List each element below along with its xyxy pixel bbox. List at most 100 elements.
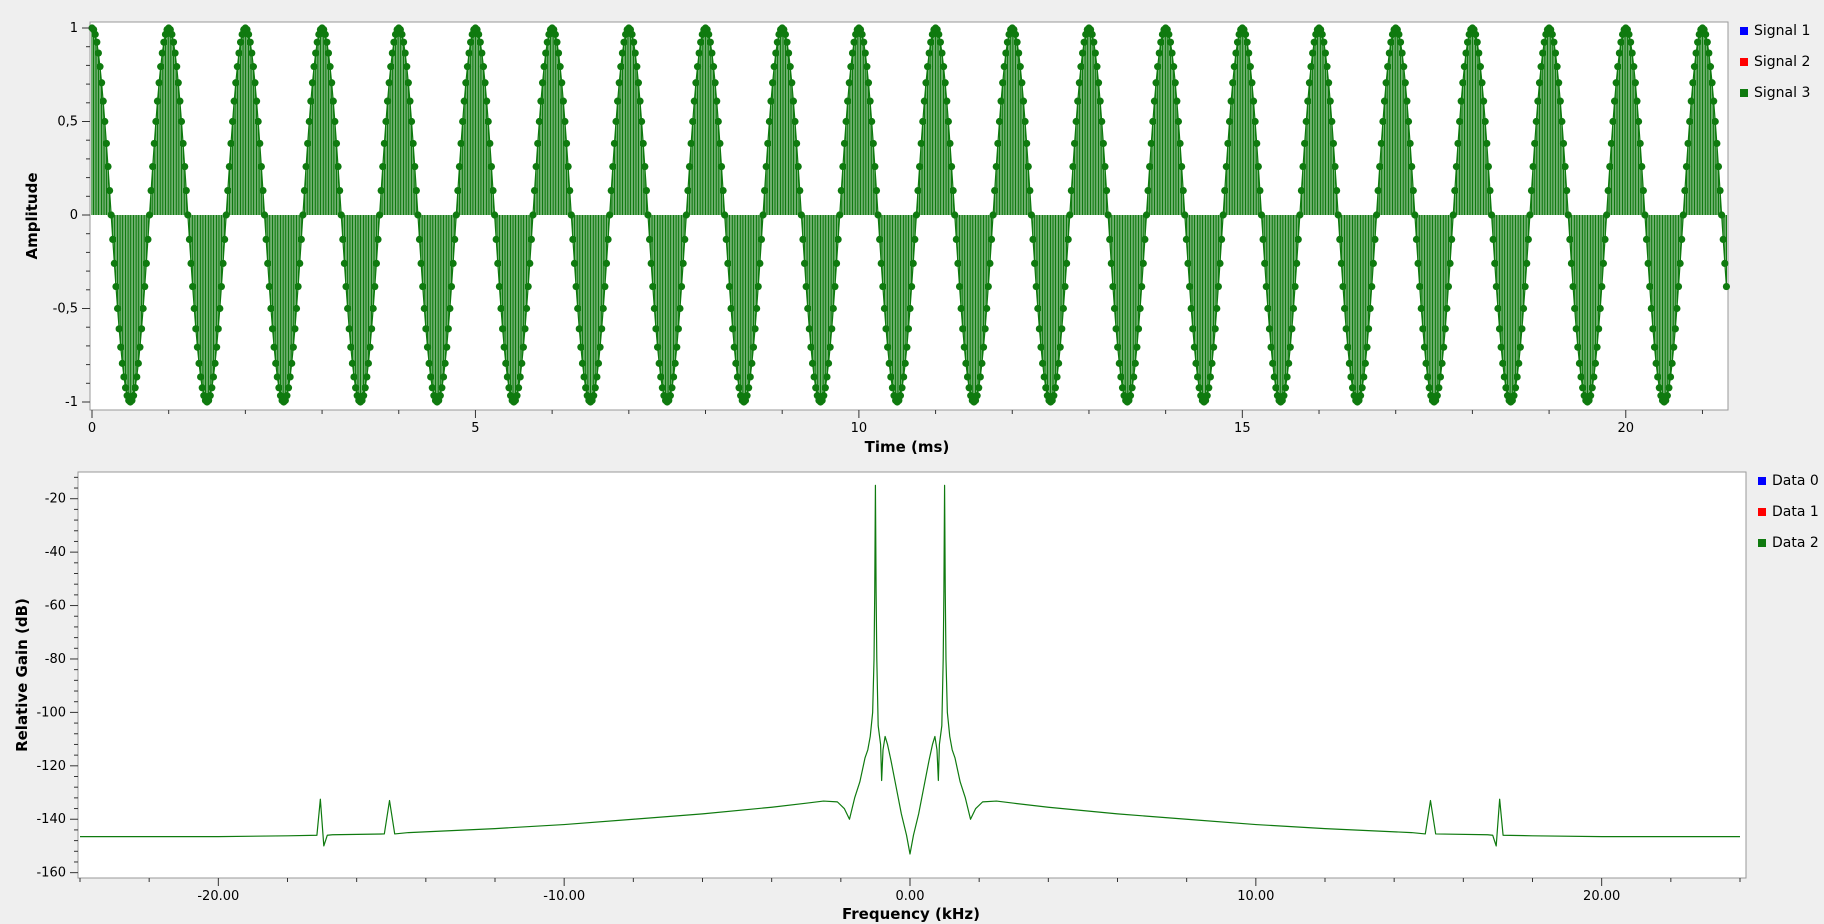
sample-point	[784, 49, 793, 57]
sample-point	[385, 79, 393, 87]
sample-point	[1599, 259, 1608, 267]
sample-point	[192, 325, 200, 333]
sample-point	[1256, 186, 1264, 195]
sample-point	[352, 384, 360, 392]
sample-point	[187, 259, 195, 267]
sample-point	[129, 392, 138, 400]
sample-point	[443, 343, 451, 351]
sample-point	[524, 282, 532, 291]
sample-point	[1663, 392, 1671, 400]
sample-point	[858, 30, 866, 38]
sample-point	[225, 163, 233, 171]
sample-point	[578, 359, 587, 367]
sample-point	[705, 30, 713, 38]
sample-point	[289, 343, 297, 351]
sample-point	[540, 63, 548, 71]
sample-point	[789, 97, 797, 105]
sample-point	[444, 325, 452, 333]
sample-point	[943, 97, 951, 105]
sample-point	[182, 186, 190, 195]
sample-point	[1484, 163, 1492, 171]
sample-point	[850, 38, 858, 46]
sample-point	[681, 235, 689, 244]
sample-point	[1572, 325, 1580, 333]
frequency-domain-plot[interactable]: -20.00 -10.00 0.00 10.00 20.00 -20 -40 -60 -80 -1…	[13, 471, 1819, 923]
sample-point	[802, 282, 810, 291]
sample-point	[1342, 325, 1350, 333]
sample-point	[1476, 63, 1484, 71]
sample-point	[593, 373, 601, 381]
sample-point	[1479, 97, 1488, 105]
sample-point	[1687, 97, 1695, 105]
sample-point	[134, 359, 142, 367]
y-tick-label: 0	[70, 208, 78, 223]
sample-point	[1110, 304, 1119, 313]
sample-point	[246, 38, 254, 46]
sample-point	[155, 79, 163, 87]
sample-point	[973, 392, 981, 400]
sample-point	[532, 163, 540, 171]
sample-point	[414, 211, 422, 219]
sample-point	[831, 282, 839, 291]
sample-point	[1668, 359, 1676, 367]
sample-point	[499, 325, 507, 333]
sample-point	[514, 384, 523, 392]
sample-point	[1245, 49, 1253, 57]
sample-point	[669, 373, 678, 381]
sample-point	[884, 343, 892, 351]
sample-point	[1138, 282, 1146, 291]
sample-point	[500, 343, 508, 351]
sample-point	[340, 259, 349, 267]
sample-point	[569, 235, 577, 244]
sample-point	[832, 259, 841, 267]
sample-point	[160, 38, 168, 46]
spectrum-series	[80, 484, 1740, 855]
sample-point	[812, 384, 820, 392]
sample-point	[1205, 384, 1213, 392]
sample-point	[1310, 38, 1318, 46]
sample-point	[1011, 30, 1020, 38]
sample-point	[1384, 63, 1392, 71]
sample-point	[286, 373, 294, 381]
sample-point	[1094, 79, 1103, 87]
sample-point	[1150, 97, 1159, 105]
sample-point	[1444, 282, 1453, 291]
sample-point	[1690, 63, 1699, 71]
sample-point	[1607, 139, 1615, 148]
sample-point	[302, 163, 310, 171]
sample-point	[716, 139, 724, 148]
sample-point	[1563, 186, 1571, 195]
sample-point	[1102, 186, 1111, 195]
sample-point	[1577, 373, 1585, 381]
sample-point	[697, 38, 705, 46]
sample-point	[1101, 163, 1109, 171]
sample-point	[638, 117, 646, 126]
y-tick-label: -120	[36, 759, 66, 774]
sample-point	[348, 359, 357, 367]
sample-point	[1718, 211, 1726, 219]
sample-point	[406, 97, 414, 105]
sample-point	[983, 304, 991, 313]
sample-point	[294, 282, 302, 291]
sample-point	[265, 282, 273, 291]
sample-point	[1387, 38, 1395, 46]
sample-point	[152, 117, 160, 126]
sample-point	[607, 186, 615, 195]
sample-point	[275, 384, 283, 392]
x-tick-label: 10	[851, 421, 868, 436]
sample-point	[1462, 49, 1470, 57]
sample-point	[1550, 38, 1558, 46]
sample-point	[955, 282, 964, 291]
sample-point	[1513, 373, 1521, 381]
legend-label: Signal 3	[1754, 85, 1810, 101]
sample-point	[864, 79, 873, 87]
sample-point	[1217, 235, 1226, 244]
sample-point	[297, 235, 305, 244]
sample-point	[1377, 139, 1385, 148]
sample-point	[219, 259, 227, 267]
sample-point	[101, 117, 109, 126]
sample-point	[1636, 139, 1644, 148]
sample-point	[1080, 38, 1088, 46]
sample-point	[1491, 259, 1499, 267]
